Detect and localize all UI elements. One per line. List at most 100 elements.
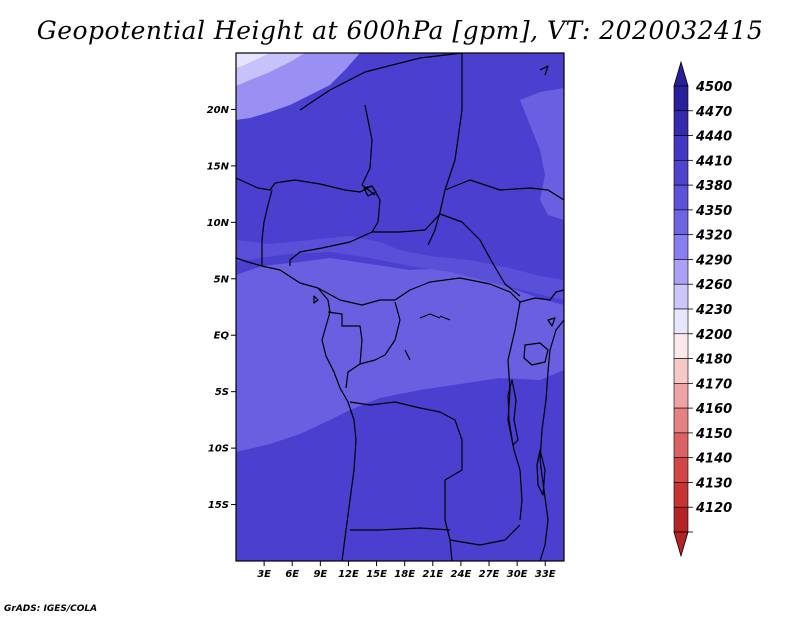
lon-tick-label: 12E (338, 569, 359, 580)
river-segment (404, 349, 411, 361)
border-car-north (372, 213, 521, 297)
legend-label: 4380 (695, 179, 732, 194)
field-zone-4380 (236, 258, 564, 452)
border-angola-namibia (350, 527, 451, 531)
legend-swatch (673, 283, 689, 310)
border-nigeria-cameroon (261, 189, 273, 266)
legend-bottom-arrow (673, 531, 689, 558)
lat-tick-label: 15S (208, 500, 229, 511)
field-zone-4290-north (236, 53, 270, 68)
legend-label: 4180 (695, 353, 732, 368)
lon-tick-label: 6E (285, 569, 299, 580)
legend-swatch (673, 506, 689, 533)
coastline-west-africa (235, 257, 357, 562)
legend-swatch (673, 85, 689, 112)
chart-title: Geopotential Height at 600hPa [gpm], VT:… (36, 16, 764, 45)
legend-label: 4470 (695, 105, 732, 120)
lat-tick-label: 15N (207, 161, 230, 172)
border-angola-zambia (444, 440, 463, 541)
legend-label: 4260 (695, 278, 732, 293)
border-namibia-east (449, 539, 453, 562)
legend-swatch (673, 333, 689, 359)
lake-turkana (547, 317, 556, 327)
legend-swatch (673, 184, 689, 211)
border-sudan-south (444, 179, 565, 201)
legend-swatch (673, 482, 689, 508)
coastline-east-africa (539, 319, 565, 562)
lake-chad (363, 185, 377, 197)
lake-malawi (536, 449, 546, 496)
lon-tick-label: 18E (394, 569, 415, 580)
legend-label: 4130 (695, 476, 732, 491)
border-congo-drc (345, 301, 401, 389)
lat-tick-label: 20N (207, 105, 230, 116)
field-zone-4380-northeast (520, 88, 564, 220)
border-libya-chad (299, 52, 463, 111)
legend-swatch (673, 209, 689, 235)
color-legend: 4500 4470 4440 4410 4380 4350 4320 4290 4260 4230… (673, 60, 732, 558)
legend-label: 4200 (695, 328, 732, 343)
legend-label: 4290 (695, 253, 732, 268)
border-chad-west (361, 104, 376, 196)
legend-label: 4230 (695, 303, 732, 318)
border-sahel (235, 177, 381, 233)
legend-label: 4320 (695, 229, 732, 244)
field-zone-4320-north (236, 53, 305, 86)
latitude-axis: 20N 15N 10N 5N EQ 5S 10S 15S (207, 105, 236, 511)
island-bioko (313, 295, 319, 304)
legend-swatch (673, 160, 689, 186)
lon-tick-label: 21E (422, 569, 443, 580)
legend-swatch (673, 308, 689, 335)
border-chad-car (289, 231, 373, 266)
legend-swatch (673, 457, 689, 483)
lat-tick-label: EQ (214, 331, 230, 342)
lon-tick-label: 30E (507, 569, 528, 580)
legend-swatch (673, 407, 689, 434)
lon-tick-label: 3E (257, 569, 271, 580)
lake-tanganyika (507, 379, 519, 446)
legend-swatch (673, 358, 689, 384)
lat-tick-label: 5S (215, 387, 229, 398)
lon-tick-label: 15E (366, 569, 387, 580)
lat-tick-label: 5N (214, 274, 230, 285)
legend-swatch (673, 135, 689, 161)
lat-tick-label: 10N (207, 218, 230, 229)
border-drc-east (507, 301, 523, 521)
legend-label: 4160 (695, 402, 732, 417)
river-congo-1 (419, 313, 441, 319)
legend-swatch (673, 383, 689, 409)
lat-tick-label: 10S (208, 444, 229, 455)
field-zone-4410-south (236, 236, 564, 300)
lake-victoria (523, 342, 549, 366)
border-car-south (317, 277, 521, 306)
legend-label: 4410 (695, 154, 732, 169)
map-frame (235, 52, 565, 562)
legend-swatch (673, 234, 689, 260)
border-east-africa (519, 289, 565, 303)
longitude-axis: 3E 6E 9E 12E 15E 18E 21E 24E 27E 30E 33E (257, 561, 556, 580)
border-angola-north (349, 401, 463, 441)
legend-swatch (673, 110, 689, 136)
lon-tick-label: 24E (451, 569, 472, 580)
legend-top-arrow (673, 60, 689, 87)
nile-segment (539, 65, 549, 76)
river-congo-2 (439, 315, 451, 321)
lon-tick-label: 33E (535, 569, 556, 580)
legend-swatch (673, 259, 689, 285)
legend-label: 4440 (695, 130, 732, 145)
legend-swatch (673, 432, 689, 458)
border-zambia-south (449, 524, 521, 546)
border-gabon (327, 311, 363, 365)
credit-text: GrADS: IGES/COLA (4, 604, 98, 614)
legend-label: 4170 (695, 377, 732, 392)
country-borders (235, 52, 565, 562)
lon-tick-label: 27E (479, 569, 500, 580)
legend-label: 4140 (695, 452, 732, 467)
legend-label: 4500 (695, 80, 732, 95)
lon-tick-label: 9E (313, 569, 327, 580)
legend-label: 4350 (695, 204, 732, 219)
legend-label: 4150 (695, 427, 732, 442)
height-field (236, 53, 564, 561)
legend-label: 4120 (695, 501, 732, 516)
